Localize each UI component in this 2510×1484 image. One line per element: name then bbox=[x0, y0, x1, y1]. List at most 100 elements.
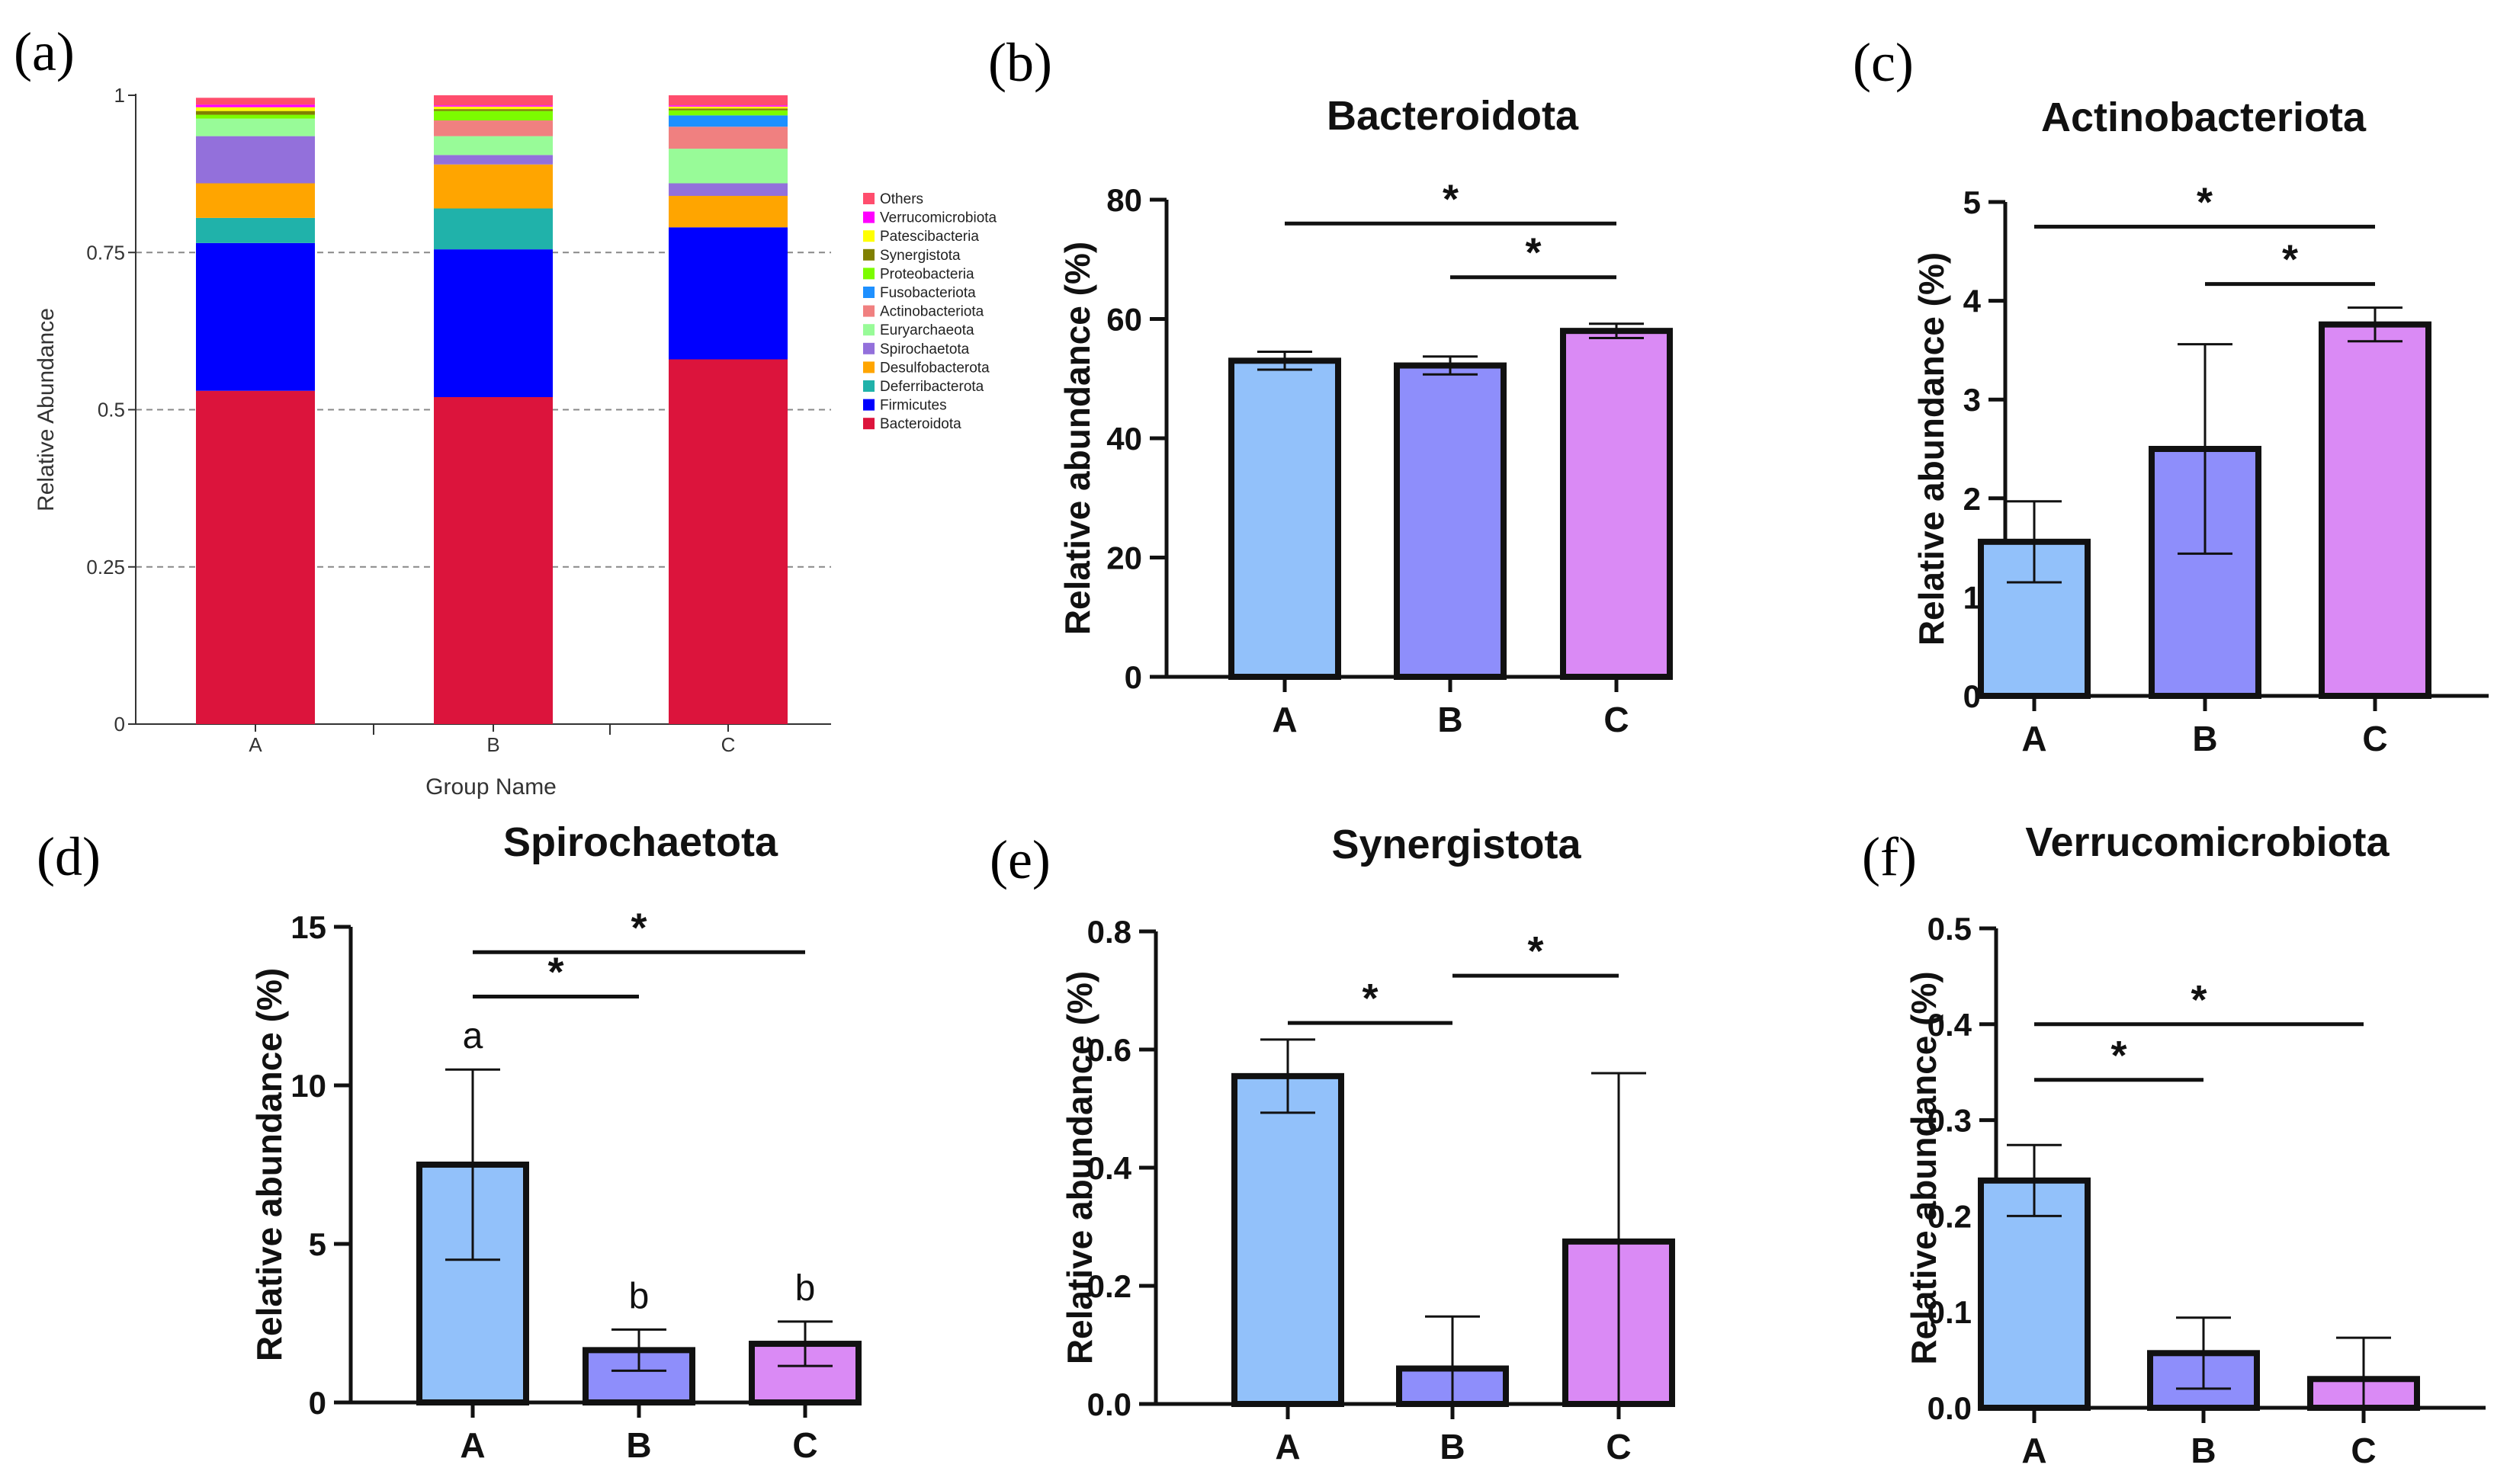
bar-C bbox=[2319, 321, 2431, 699]
stack-segment-euryarchaeota bbox=[196, 118, 315, 136]
chart-title: Spirochaetota bbox=[503, 819, 778, 865]
y-tick-label: 0 bbox=[1963, 678, 1981, 714]
y-tick-label: 5 bbox=[1963, 184, 1981, 220]
y-tick-label: 0.5 bbox=[1927, 911, 1972, 947]
x-tick-label: C bbox=[792, 1425, 817, 1465]
legend-label-firmicutes: Firmicutes bbox=[880, 398, 947, 414]
legend-label-fusobacteriota: Fusobacteriota bbox=[880, 285, 976, 301]
panel-label-d: (d) bbox=[37, 826, 101, 887]
x-tick-label: A bbox=[2021, 719, 2046, 758]
group-letter: b bbox=[795, 1268, 816, 1309]
y-tick-label: 0.5 bbox=[98, 399, 125, 421]
x-tick-label: B bbox=[1437, 700, 1462, 739]
y-axis-label: Relative abundance (%) bbox=[249, 968, 289, 1361]
chart-title: Actinobacteriota bbox=[2041, 95, 2367, 140]
legend-label-desulfobacterota: Desulfobacterota bbox=[880, 360, 990, 376]
legend-swatch-fusobacteriota bbox=[863, 287, 875, 298]
y-tick-label: 0.25 bbox=[86, 556, 125, 579]
x-tick-label: C bbox=[2362, 719, 2387, 758]
y-tick-label: 10 bbox=[290, 1068, 326, 1104]
group-letter: b bbox=[629, 1276, 650, 1316]
x-tick-label: B bbox=[2192, 719, 2217, 758]
stack-segment-fusobacteriota bbox=[669, 115, 788, 127]
legend-label-synergistota: Synergistota bbox=[880, 248, 961, 264]
y-tick-label: 0 bbox=[1125, 659, 1142, 695]
significance-star: * bbox=[1527, 928, 1543, 974]
stack-segment-verrucomicrobiota bbox=[434, 105, 553, 107]
significance-star: * bbox=[2110, 1033, 2126, 1079]
bar-A bbox=[1231, 1072, 1344, 1407]
y-tick-label: 0.2 bbox=[1087, 1268, 1131, 1304]
stack-segment-others bbox=[196, 98, 315, 105]
legend-label-others: Others bbox=[880, 191, 923, 207]
stack-segment-euryarchaeota bbox=[669, 149, 788, 184]
legend-swatch-desulfobacterota bbox=[863, 361, 875, 373]
y-tick-label: 5 bbox=[309, 1226, 326, 1262]
stack-segment-deferribacterota bbox=[434, 208, 553, 250]
legend-swatch-patescibacteria bbox=[863, 230, 875, 242]
stack-segment-spirochaetota bbox=[434, 155, 553, 165]
legend-swatch-deferribacterota bbox=[863, 380, 875, 392]
stack-segment-bacteroidota bbox=[196, 390, 315, 724]
x-tick-label: A bbox=[460, 1425, 485, 1465]
stack-segment-firmicutes bbox=[434, 249, 553, 397]
stack-segment-verrucomicrobiota bbox=[196, 104, 315, 107]
legend-label-spirochaetota: Spirochaetota bbox=[880, 341, 970, 357]
stack-segment-synergistota bbox=[196, 111, 315, 115]
x-tick-label: B bbox=[486, 733, 499, 756]
legend-label-deferribacterota: Deferribacterota bbox=[880, 379, 984, 395]
legend-swatch-verrucomicrobiota bbox=[863, 211, 875, 223]
chart-title: Bacteroidota bbox=[1327, 93, 1579, 139]
bar-chart-actinobacteriota: Actinobacteriota Relative abundance (%) 0 1… bbox=[1911, 95, 2489, 758]
panel-label-f: (f) bbox=[1862, 826, 1917, 887]
bar-chart-spirochaetota: Spirochaetota Relative abundance (%) 0 5 10 1… bbox=[249, 819, 862, 1465]
panel-label-b: (b) bbox=[988, 32, 1052, 93]
significance-star: * bbox=[1525, 230, 1541, 276]
y-axis-label: Relative abundance (%) bbox=[1911, 252, 1951, 646]
y-tick-label: 0.0 bbox=[1927, 1390, 1972, 1426]
y-tick-label: 0.0 bbox=[1087, 1386, 1131, 1422]
stack-segment-patescibacteria bbox=[196, 107, 315, 111]
stack-segment-proteobacteria bbox=[434, 111, 553, 120]
panel-label-a: (a) bbox=[14, 21, 75, 82]
x-tick-label: A bbox=[1272, 700, 1297, 739]
x-axis-label: Group Name bbox=[425, 774, 557, 800]
bar-B bbox=[1394, 362, 1507, 680]
x-tick-label: B bbox=[2191, 1431, 2216, 1470]
y-tick-label: 4 bbox=[1963, 284, 1982, 319]
stack-segment-desulfobacterota bbox=[196, 183, 315, 218]
legend-swatch-others bbox=[863, 193, 875, 204]
y-tick-label: 60 bbox=[1106, 302, 1142, 338]
legend-swatch-euryarchaeota bbox=[863, 324, 875, 336]
y-tick-label: 2 bbox=[1963, 481, 1981, 517]
y-tick-label: 1 bbox=[114, 84, 125, 107]
stack-segment-deferribacterota bbox=[196, 217, 315, 243]
stack-segment-spirochaetota bbox=[196, 136, 315, 184]
stack-segment-actinobacteriota bbox=[669, 127, 788, 149]
y-tick-label: 0.1 bbox=[1927, 1294, 1972, 1330]
stack-segment-actinobacteriota bbox=[434, 120, 553, 136]
stack-segment-synergistota bbox=[669, 108, 788, 111]
legend-swatch-synergistota bbox=[863, 248, 875, 261]
y-tick-label: 40 bbox=[1106, 421, 1142, 457]
y-tick-label: 0.4 bbox=[1087, 1150, 1132, 1186]
legend-label-proteobacteria: Proteobacteria bbox=[880, 266, 974, 282]
chart-title: Verrucomicrobiota bbox=[2025, 819, 2390, 865]
y-tick-label: 0 bbox=[114, 713, 125, 736]
legend-swatch-proteobacteria bbox=[863, 268, 875, 280]
y-tick-label: 0.8 bbox=[1087, 914, 1131, 950]
stack-segment-firmicutes bbox=[196, 242, 315, 391]
y-axis-label: Relative abundance (%) bbox=[1060, 971, 1099, 1364]
legend-label-patescibacteria: Patescibacteria bbox=[880, 229, 979, 245]
significance-star: * bbox=[2197, 179, 2213, 225]
x-tick-label: C bbox=[1603, 700, 1629, 739]
y-axis-label: Relative abundance (%) bbox=[1904, 971, 1943, 1364]
stack-segment-spirochaetota bbox=[669, 183, 788, 196]
bar-chart-synergistota: Synergistota Relative abundance (%) 0.0 0.2… bbox=[1060, 822, 1675, 1466]
y-tick-label: 80 bbox=[1106, 182, 1142, 218]
y-tick-label: 0.75 bbox=[86, 241, 125, 264]
y-tick-label: 3 bbox=[1963, 382, 1981, 418]
y-tick-label: 15 bbox=[290, 909, 326, 945]
panel-label-e: (e) bbox=[990, 829, 1051, 890]
